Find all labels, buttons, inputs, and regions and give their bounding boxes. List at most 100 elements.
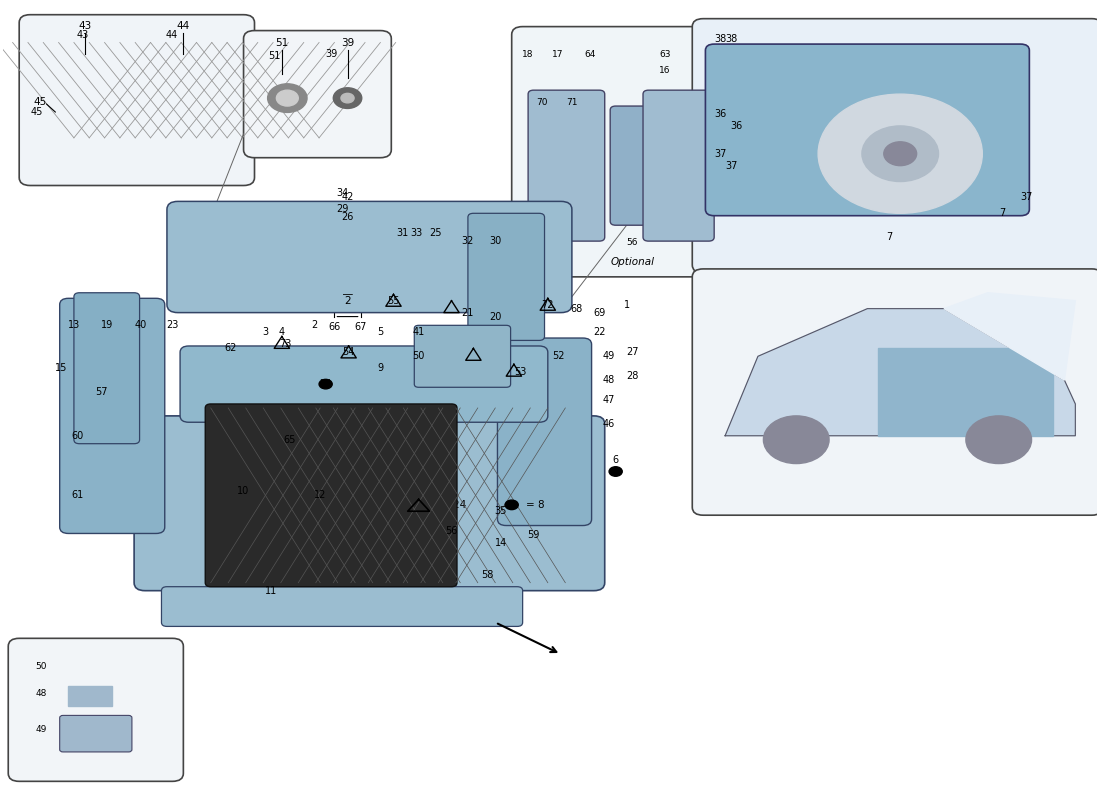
Text: 32: 32 (462, 236, 474, 246)
Text: 65: 65 (284, 434, 296, 445)
Polygon shape (944, 293, 1076, 380)
Text: 54: 54 (342, 347, 355, 358)
Text: 11: 11 (265, 586, 277, 596)
Text: 73: 73 (279, 339, 292, 350)
Circle shape (862, 126, 938, 182)
FancyBboxPatch shape (19, 14, 254, 186)
FancyBboxPatch shape (8, 638, 184, 782)
Text: 48: 48 (35, 690, 47, 698)
FancyBboxPatch shape (512, 26, 741, 277)
Text: 37: 37 (714, 149, 726, 158)
Text: 9: 9 (377, 363, 384, 374)
Circle shape (333, 88, 362, 109)
Text: 45: 45 (33, 97, 46, 107)
FancyBboxPatch shape (243, 30, 392, 158)
Text: 12: 12 (314, 490, 327, 500)
Text: 64: 64 (585, 50, 596, 59)
Text: 48: 48 (603, 375, 615, 385)
FancyBboxPatch shape (167, 202, 572, 313)
FancyBboxPatch shape (528, 90, 605, 241)
FancyBboxPatch shape (468, 214, 544, 341)
Text: 15: 15 (55, 363, 67, 374)
FancyBboxPatch shape (497, 338, 592, 526)
Text: Optional: Optional (610, 257, 654, 266)
Text: 44: 44 (165, 30, 177, 39)
Text: 55: 55 (387, 296, 399, 306)
Text: 70: 70 (537, 98, 548, 106)
Text: 37: 37 (1021, 193, 1033, 202)
FancyBboxPatch shape (692, 269, 1100, 515)
Text: 35: 35 (495, 506, 507, 516)
FancyBboxPatch shape (692, 18, 1100, 273)
Text: 69: 69 (593, 308, 605, 318)
Text: 45: 45 (30, 106, 43, 117)
Text: 22: 22 (593, 327, 605, 338)
Text: 51: 51 (268, 51, 280, 61)
Text: 19: 19 (100, 319, 113, 330)
FancyBboxPatch shape (59, 298, 165, 534)
Text: 72: 72 (541, 300, 554, 310)
Text: 74: 74 (319, 379, 332, 389)
FancyBboxPatch shape (403, 471, 600, 523)
Text: 18: 18 (522, 50, 534, 59)
Text: 39: 39 (324, 50, 338, 59)
Text: 28: 28 (626, 371, 638, 381)
Text: 3: 3 (263, 327, 268, 338)
Text: 10: 10 (238, 486, 250, 496)
FancyBboxPatch shape (644, 90, 714, 241)
Text: 26: 26 (341, 212, 354, 222)
Text: 36: 36 (714, 109, 726, 119)
Circle shape (966, 416, 1032, 463)
Text: 5: 5 (377, 327, 384, 338)
Text: 50: 50 (412, 351, 425, 362)
Text: 50: 50 (35, 662, 47, 670)
Text: 38: 38 (714, 34, 726, 43)
Text: 52: 52 (552, 351, 564, 362)
Text: 44: 44 (177, 21, 190, 30)
Text: 40: 40 (134, 319, 146, 330)
Text: 25: 25 (429, 228, 441, 238)
Text: 7: 7 (887, 232, 892, 242)
Text: 1: 1 (624, 300, 629, 310)
Text: 59: 59 (527, 530, 540, 540)
Text: 49: 49 (603, 351, 615, 362)
Text: 71: 71 (566, 98, 578, 106)
Text: = 8: = 8 (526, 500, 544, 510)
Bar (68, 686, 112, 706)
Text: 16: 16 (659, 66, 671, 75)
Text: 67: 67 (354, 322, 366, 332)
Circle shape (818, 94, 982, 214)
Text: 43: 43 (77, 30, 89, 39)
Text: 62: 62 (224, 343, 236, 354)
Text: 33: 33 (410, 228, 422, 238)
Text: = 24: = 24 (441, 500, 465, 510)
Text: 13: 13 (68, 319, 80, 330)
Text: 56: 56 (446, 526, 458, 536)
Text: 66: 66 (328, 322, 341, 332)
Text: 53: 53 (514, 367, 526, 377)
Text: 7: 7 (999, 208, 1005, 218)
Text: 60: 60 (72, 430, 84, 441)
Circle shape (341, 94, 354, 103)
Text: 61: 61 (72, 490, 84, 500)
FancyBboxPatch shape (59, 715, 132, 752)
FancyBboxPatch shape (162, 586, 522, 626)
Text: 30: 30 (490, 236, 502, 246)
Text: 37: 37 (725, 161, 737, 170)
Text: 20: 20 (490, 311, 502, 322)
Text: 2: 2 (311, 319, 318, 330)
Circle shape (505, 500, 518, 510)
FancyBboxPatch shape (206, 404, 456, 586)
Text: 56: 56 (626, 238, 638, 247)
Text: 42: 42 (341, 193, 354, 202)
Text: 36: 36 (730, 121, 743, 131)
FancyBboxPatch shape (415, 326, 510, 387)
Text: 46: 46 (603, 419, 615, 429)
Text: 38: 38 (725, 34, 737, 43)
FancyBboxPatch shape (705, 44, 1030, 216)
Text: 27: 27 (626, 347, 638, 358)
Text: 51: 51 (275, 38, 288, 48)
Text: 17: 17 (552, 50, 563, 59)
Circle shape (609, 466, 623, 476)
Text: PartSce
PartSce: PartSce PartSce (371, 378, 554, 501)
